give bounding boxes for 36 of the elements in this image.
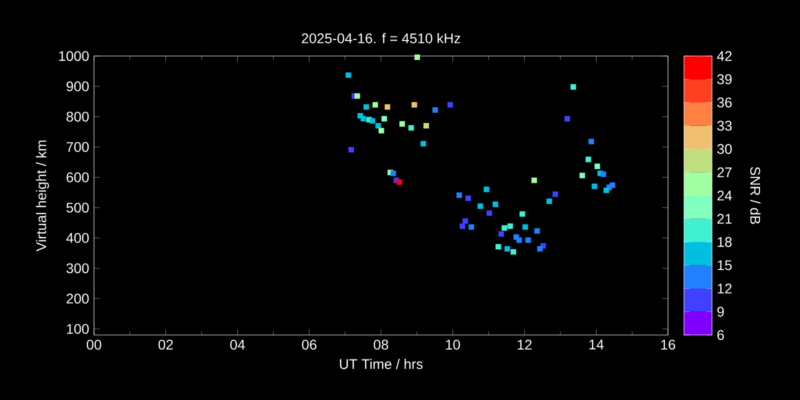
color-bar-label: 36 <box>717 98 732 108</box>
y-tick-label: 400 <box>66 233 89 243</box>
color-bar-label: 42 <box>717 51 732 61</box>
y-tick-label: 300 <box>66 263 89 274</box>
color-bar-label: 30 <box>717 144 732 154</box>
color-bar-label: 18 <box>718 237 732 247</box>
color-bar-label: 33 <box>717 120 732 131</box>
y-tick-label: 200 <box>66 294 89 304</box>
x-tick-label: 02 <box>158 340 173 350</box>
color-bar-title: SNR / dB <box>750 166 761 224</box>
y-tick-label: 800 <box>66 112 89 122</box>
x-tick-label: 06 <box>302 340 316 350</box>
x-tick-label: 12 <box>518 340 532 350</box>
chart-title: 2025-04-16. f = 4510 kHz <box>302 33 460 44</box>
x-tick-label: 08 <box>374 340 388 350</box>
x-tick-label: 04 <box>230 340 245 350</box>
y-axis-title: Virtual height / km <box>36 140 49 252</box>
color-bar-label: 9 <box>717 306 724 317</box>
x-tick-label: 14 <box>590 340 604 350</box>
y-tick-label: 700 <box>66 142 89 152</box>
y-tick-label: 1000 <box>59 51 89 61</box>
y-tick-label: 500 <box>66 202 89 213</box>
y-tick-label: 100 <box>66 324 89 334</box>
y-tick-label: 600 <box>66 172 89 182</box>
color-bar-label: 39 <box>717 74 732 84</box>
x-tick-label: 16 <box>661 340 676 350</box>
y-tick-label: 900 <box>66 81 89 92</box>
x-tick-label: 10 <box>446 340 460 350</box>
color-bar-label: 24 <box>717 190 732 200</box>
color-bar-label: 21 <box>717 214 732 224</box>
color-bar-label: 15 <box>718 260 732 270</box>
color-bar-label: 6 <box>717 330 724 340</box>
color-bar-label: 12 <box>718 284 732 294</box>
color-bar-label: 27 <box>717 167 732 178</box>
x-tick-label: 00 <box>86 340 102 350</box>
x-axis-title: UT Time / hrs <box>340 358 423 370</box>
